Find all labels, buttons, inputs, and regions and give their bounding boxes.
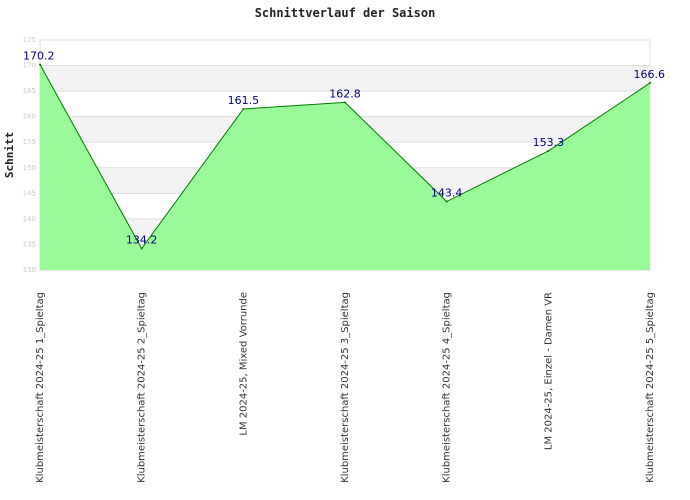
x-axis-ticks: Klubmeisterschaft 2024-25 1_Spieltag Klub… — [35, 292, 656, 483]
chart-title: Schnittverlauf der Saison — [255, 6, 436, 20]
grid-band — [40, 65, 650, 92]
grid-band — [40, 40, 650, 66]
data-point — [547, 149, 550, 152]
data-label: 134.2 — [126, 234, 158, 247]
x-tick-label: LM 2024-25, Einzel - Damen VR — [543, 292, 554, 450]
data-point — [140, 247, 143, 250]
data-point — [242, 108, 245, 110]
data-point — [649, 81, 651, 84]
data-point — [344, 101, 346, 104]
y-tick-label: 140 — [23, 215, 36, 223]
y-axis-label: Schnitt — [3, 132, 16, 178]
x-tick-label: Klubmeisterschaft 2024-25 4_Spieltag — [442, 292, 453, 483]
data-label: 153.3 — [533, 136, 565, 149]
x-tick-label: Klubmeisterschaft 2024-25 5_Spieltag — [645, 292, 656, 483]
data-labels: 170.2 134.2 161.5 162.8 143.4 153.3 166.6 — [23, 50, 665, 247]
x-tick-label: Klubmeisterschaft 2024-25 2_Spieltag — [137, 292, 148, 483]
y-axis-ticks: 130 135 140 145 150 155 160 165 170 175 — [23, 36, 36, 274]
y-tick-label: 175 — [23, 36, 36, 44]
series-area-fill — [40, 64, 650, 271]
x-tick-label: LM 2024-25, Mixed Vorrunde — [238, 292, 249, 436]
data-point — [445, 200, 448, 203]
y-tick-label: 130 — [23, 266, 36, 274]
y-tick-label: 170 — [23, 62, 36, 70]
data-label: 162.8 — [329, 87, 361, 100]
y-tick-label: 155 — [23, 138, 36, 146]
series-area — [39, 63, 651, 271]
data-label: 170.2 — [23, 50, 55, 63]
x-tick-label: Klubmeisterschaft 2024-25 1_Spieltag — [35, 292, 46, 483]
data-point — [39, 63, 41, 66]
y-tick-label: 160 — [23, 113, 36, 121]
data-label: 166.6 — [634, 68, 666, 81]
data-label: 161.5 — [228, 94, 260, 107]
data-label: 143.4 — [431, 187, 463, 200]
x-tick-label: Klubmeisterschaft 2024-25 3_Spieltag — [340, 292, 351, 483]
y-tick-label: 145 — [23, 189, 36, 197]
y-tick-label: 150 — [23, 164, 36, 172]
y-tick-label: 165 — [23, 87, 36, 95]
y-tick-label: 135 — [23, 240, 36, 248]
